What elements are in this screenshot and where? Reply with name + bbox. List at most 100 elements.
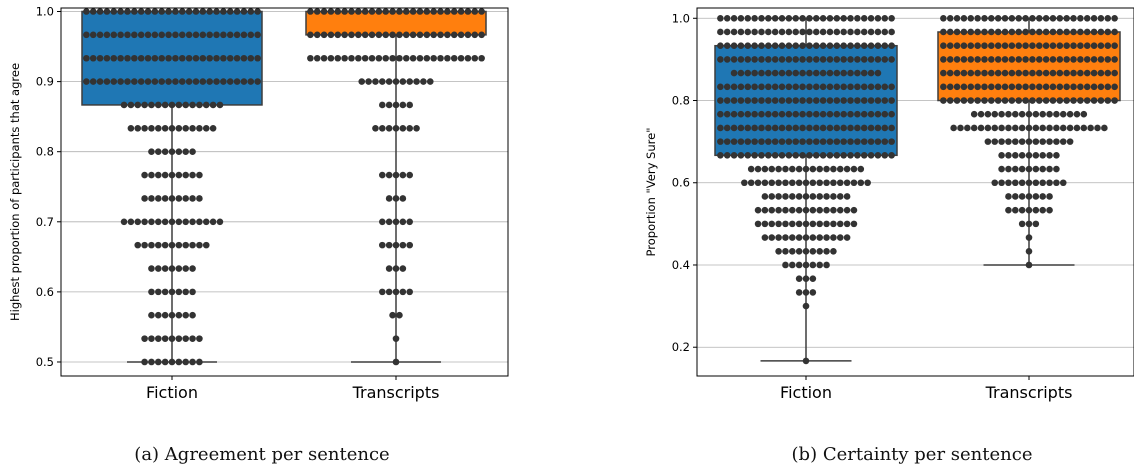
swarm-point — [744, 124, 752, 132]
swarm-point — [175, 265, 183, 272]
swarm-point — [155, 195, 162, 202]
swarm-point — [881, 97, 889, 104]
swarm-point — [792, 152, 800, 159]
swarm-point — [737, 28, 745, 36]
swarm-point — [172, 31, 179, 39]
swarm-point — [161, 358, 169, 366]
swarm-point — [847, 124, 854, 132]
swarm-point — [953, 83, 961, 91]
swarm-point — [161, 171, 169, 179]
swarm-point — [392, 78, 400, 85]
swarm-point — [148, 148, 155, 155]
swarm-point — [409, 8, 417, 15]
swarm-point — [737, 42, 745, 50]
swarm-point — [881, 110, 889, 118]
swarm-point — [1104, 42, 1112, 50]
swarm-point — [361, 8, 369, 15]
swarm-point — [233, 78, 241, 85]
swarm-point — [464, 54, 472, 62]
swarm-point — [799, 14, 806, 22]
swarm-point — [233, 8, 241, 15]
swarm-point — [717, 42, 724, 50]
swarm-point — [1053, 124, 1060, 132]
swarm-point — [751, 69, 758, 77]
swarm-point — [819, 56, 827, 63]
swarm-point — [1077, 28, 1084, 36]
swarm-point — [1025, 220, 1033, 228]
swarm-point — [1083, 14, 1091, 22]
swarm-point — [1049, 14, 1057, 22]
swarm-point — [1049, 28, 1057, 36]
swarm-point — [967, 69, 975, 77]
swarm-point — [148, 288, 155, 296]
swarm-point — [1001, 14, 1009, 22]
swarm-point — [192, 31, 200, 39]
swarm-point — [120, 218, 128, 226]
swarm-point — [103, 78, 111, 85]
swarm-point — [168, 241, 176, 249]
swarm-point — [799, 124, 806, 132]
swarm-point — [833, 28, 841, 36]
swarm-point — [1070, 83, 1077, 91]
swarm-point — [768, 193, 776, 200]
swarm-point — [826, 152, 834, 159]
swarm-point — [940, 14, 947, 22]
swarm-point — [1018, 179, 1026, 187]
swarm-point — [1042, 42, 1050, 50]
swarm-point — [964, 124, 971, 132]
swarm-point — [327, 54, 335, 62]
swarm-point — [867, 28, 875, 36]
swarm-point — [1025, 165, 1033, 173]
swarm-point — [940, 97, 947, 104]
swarm-point — [175, 358, 183, 366]
swarm-point — [843, 234, 851, 241]
x-tick-label: Transcripts — [985, 383, 1073, 402]
swarm-point — [874, 56, 882, 63]
swarm-point — [385, 78, 393, 85]
swarm-point — [117, 31, 124, 39]
swarm-point — [758, 97, 765, 104]
swarm-point — [802, 206, 810, 214]
swarm-point — [96, 54, 104, 62]
swarm-point — [189, 311, 196, 319]
swarm-point — [737, 124, 745, 132]
swarm-point — [717, 97, 724, 104]
swarm-point — [161, 335, 169, 342]
swarm-point — [141, 218, 148, 226]
swarm-point — [1049, 42, 1057, 50]
swarm-point — [392, 171, 400, 179]
swarm-point — [175, 125, 183, 132]
swarm-point — [802, 179, 810, 187]
y-tick-label: 0.2 — [672, 340, 690, 354]
swarm-point — [148, 241, 155, 249]
swarm-point — [382, 8, 390, 15]
swarm-point — [823, 247, 830, 255]
swarm-point — [888, 42, 895, 50]
swarm-point — [802, 357, 810, 365]
swarm-point — [240, 31, 248, 39]
swarm-point — [444, 8, 451, 15]
swarm-point — [806, 138, 813, 145]
swarm-point — [994, 14, 1002, 22]
swarm-point — [1025, 193, 1033, 200]
swarm-point — [1008, 14, 1016, 22]
swarm-point — [854, 83, 861, 91]
swarm-point — [341, 31, 348, 39]
swarm-point — [833, 124, 841, 132]
swarm-point — [1104, 97, 1112, 104]
swarm-point — [1063, 69, 1070, 77]
swarm-point — [144, 78, 152, 85]
swarm-point — [730, 42, 738, 50]
swarm-point — [998, 124, 1005, 132]
swarm-point — [758, 138, 765, 145]
swarm-point — [953, 56, 961, 63]
swarm-point — [960, 28, 968, 36]
swarm-point — [771, 110, 779, 118]
swarm-point — [392, 125, 400, 132]
swarm-point — [202, 125, 210, 132]
swarm-point — [1005, 165, 1012, 173]
swarm-point — [792, 69, 800, 77]
swarm-point — [1005, 152, 1012, 159]
swarm-point — [216, 218, 224, 226]
swarm-point — [826, 42, 834, 50]
